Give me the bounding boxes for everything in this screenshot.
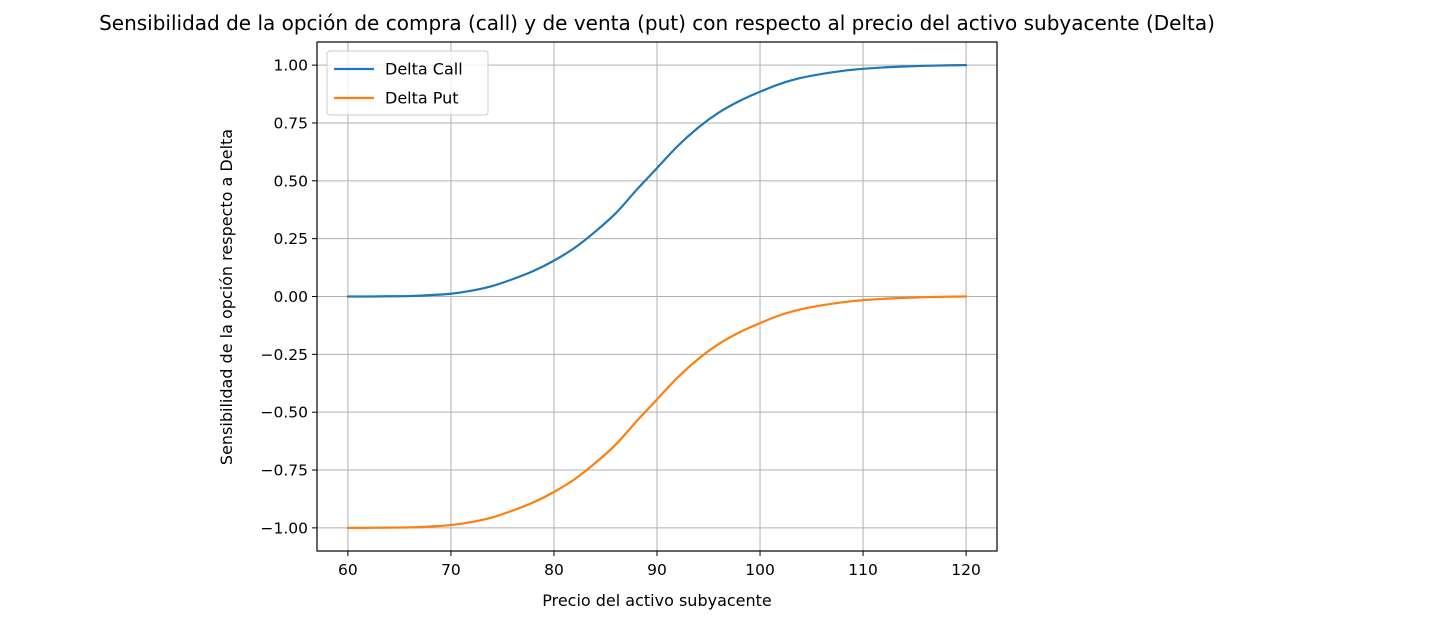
delta-call-legend-label: Delta Call: [385, 60, 463, 79]
x-axis-label: Precio del activo subyacente: [542, 591, 772, 610]
y-tick-label: −0.25: [261, 346, 309, 364]
chart-title: Sensibilidad de la opción de compra (cal…: [99, 11, 1215, 35]
axis-ticks: 60 70 80 90 100 110 120 1.00 0.75 0.50 0.25 0.00 −0.…: [261, 57, 981, 579]
series-lines: [346, 64, 968, 529]
y-tick-label: 0.75: [273, 114, 308, 132]
x-tick-label: 70: [441, 561, 461, 579]
y-tick-label: 0.00: [273, 288, 308, 306]
grid-lines: [317, 42, 997, 551]
y-tick-label: −0.75: [261, 462, 309, 480]
legend: Delta Call Delta Put: [326, 50, 489, 116]
delta-call-line: [346, 64, 968, 298]
y-tick-label: 0.50: [273, 172, 308, 190]
x-tick-label: 100: [745, 561, 775, 579]
y-tick-label: −1.00: [261, 519, 309, 537]
x-tick-label: 120: [951, 561, 981, 579]
x-tick-label: 60: [338, 561, 358, 579]
x-tick-label: 110: [848, 561, 878, 579]
y-axis-label: Sensibilidad de la opción respecto a Del…: [217, 129, 236, 465]
y-tick-label: 0.25: [273, 230, 308, 248]
delta-put-legend-label: Delta Put: [385, 89, 459, 108]
x-tick-label: 80: [544, 561, 564, 579]
y-tick-label: −0.50: [261, 404, 309, 422]
y-tick-label: 1.00: [273, 57, 308, 75]
x-tick-label: 90: [647, 561, 667, 579]
delta-put-line: [346, 295, 968, 529]
